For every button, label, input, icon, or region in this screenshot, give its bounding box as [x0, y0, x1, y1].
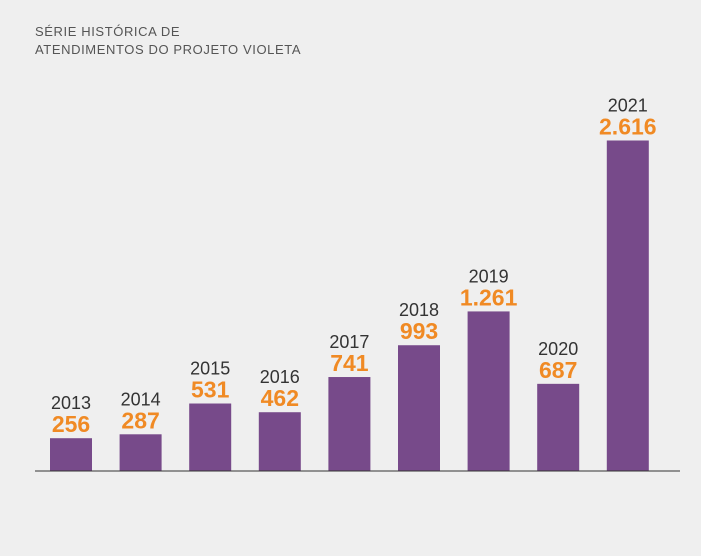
x-tick-label: 2021 — [608, 96, 648, 116]
bar — [467, 311, 510, 471]
x-tick-label: 2014 — [121, 389, 161, 409]
bar — [258, 412, 301, 471]
bar — [50, 438, 92, 471]
bar — [606, 140, 649, 471]
value-label: 1.261 — [460, 284, 518, 310]
x-tick-label: 2016 — [260, 367, 300, 387]
bar — [189, 403, 232, 471]
value-label: 687 — [539, 357, 577, 383]
value-label: 256 — [52, 411, 90, 437]
value-label: 531 — [191, 377, 230, 403]
chart-title: SÉRIE HISTÓRICA DE — [35, 24, 180, 39]
bar — [328, 377, 371, 471]
chart-title: ATENDIMENTOS DO PROJETO VIOLETA — [35, 42, 301, 57]
bar — [119, 434, 162, 471]
value-label: 741 — [330, 350, 369, 376]
bar — [537, 383, 580, 471]
x-tick-label: 2020 — [538, 339, 578, 359]
value-label: 287 — [121, 407, 159, 433]
x-tick-label: 2018 — [399, 300, 439, 320]
value-label: 2.616 — [599, 114, 657, 140]
x-tick-label: 2017 — [329, 332, 369, 352]
x-tick-label: 2015 — [190, 359, 230, 379]
value-label: 462 — [261, 385, 299, 411]
bar — [398, 345, 440, 471]
value-label: 993 — [400, 318, 438, 344]
x-tick-label: 2013 — [51, 393, 91, 413]
x-tick-label: 2019 — [469, 266, 509, 286]
